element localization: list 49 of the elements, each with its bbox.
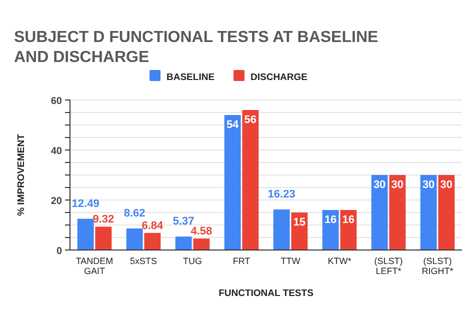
bar (175, 236, 192, 250)
data-label: 16 (342, 214, 355, 226)
x-tick-label: KTW* (328, 256, 352, 266)
data-label: 9.32 (92, 214, 114, 226)
bar (389, 175, 406, 250)
x-tick-label: TANDEM GAIT (76, 256, 114, 276)
bar (224, 115, 241, 250)
data-label: 15 (293, 216, 306, 228)
bar (242, 110, 259, 250)
x-tick-label: TUG (183, 256, 202, 266)
data-label: 30 (422, 179, 435, 191)
data-label: 6.84 (142, 220, 164, 232)
bar (340, 210, 357, 250)
data-label: 30 (391, 179, 404, 191)
y-tick-label: 60 (50, 96, 62, 107)
legend-label: BASELINE (166, 72, 215, 83)
bar (273, 209, 290, 250)
bar (322, 210, 339, 250)
y-tick-label: 20 (50, 196, 62, 207)
bar (371, 175, 388, 250)
x-tick-label: (SLST) RIGHT* (422, 256, 454, 276)
bar (95, 226, 112, 250)
x-tick-label: (SLST) LEFT* (374, 256, 403, 276)
data-label: 8.62 (124, 207, 146, 220)
legend-label: DISCHARGE (250, 72, 308, 83)
bar (77, 218, 94, 250)
x-axis-title: FUNCTIONAL TESTS (218, 288, 314, 299)
data-label: 4.58 (190, 226, 212, 238)
data-label: 16.23 (268, 188, 296, 200)
bar (438, 175, 455, 250)
x-tick-label: FRT (232, 256, 251, 266)
data-label: 5.37 (172, 216, 194, 228)
bar (291, 212, 308, 250)
data-label: 54 (226, 119, 240, 131)
bar (144, 232, 161, 250)
x-tick-label: 5xSTS (130, 256, 158, 266)
bar (420, 175, 437, 250)
bar (193, 238, 210, 250)
data-label: 30 (440, 179, 453, 191)
data-label: 12.49 (72, 198, 100, 210)
y-tick-label: 40 (50, 146, 62, 157)
bar (126, 228, 143, 250)
data-label: 56 (244, 114, 257, 126)
chart-title: SUBJECT D FUNCTIONAL TESTS AT BASELINE AND DISCHARGE (14, 29, 378, 66)
y-tick-label: 0 (56, 246, 62, 257)
data-label: 16 (324, 214, 337, 226)
x-tick-label: TTW (280, 256, 301, 266)
data-label: 30 (373, 179, 386, 191)
y-axis-title: % IMPROVEMENT (16, 134, 27, 216)
